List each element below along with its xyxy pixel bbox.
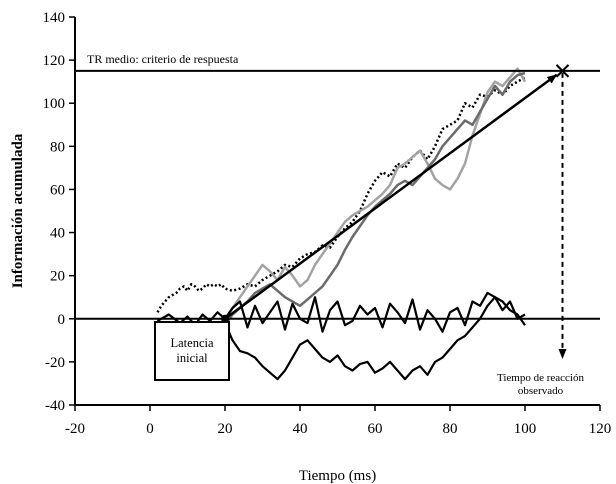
crossing-mark-b [555,64,570,78]
y-tick-label: 120 [43,53,66,69]
y-axis-label: Información acumulada [10,133,26,288]
series-line-3 [223,71,526,326]
latency-box [154,321,230,381]
y-tick-label: 20 [50,269,65,285]
y-tick-label: 80 [50,139,65,155]
reaction-time-label: observado [518,385,564,397]
x-tick-label: -20 [65,421,85,437]
series-line-5 [223,296,526,381]
latency-label: Latencia [170,336,213,350]
annotation-layer: TR medio: criterio de respuesta Tiempo de… [75,52,600,397]
x-tick-label: 80 [443,421,458,437]
x-axis-label: Tiempo (ms) [299,468,376,484]
series-line-2 [223,67,527,324]
latency-label: inicial [176,351,208,365]
y-tick-label: 100 [43,96,66,112]
x-tick-label: 40 [293,421,308,437]
x-tick-label: 120 [589,421,612,437]
x-tick-label: 20 [218,421,233,437]
x-tick-label: 100 [514,421,537,437]
reaction-time-label: Tiempo de reacción [497,372,584,384]
mean-drift-arrow [224,73,558,320]
y-tick-label: -40 [45,398,65,414]
drift-start-dot [221,314,229,323]
x-tick-label: 0 [146,421,154,437]
series-line-1 [156,76,526,313]
y-tick-label: -20 [45,355,65,371]
y-tick-label: 140 [43,10,66,26]
threshold-label: TR medio: criterio de respuesta [87,52,239,66]
y-tick-label: 40 [50,226,65,242]
y-tick-label: 60 [50,182,65,198]
x-tick-label: 60 [368,421,383,437]
y-tick-label: 0 [58,312,66,328]
